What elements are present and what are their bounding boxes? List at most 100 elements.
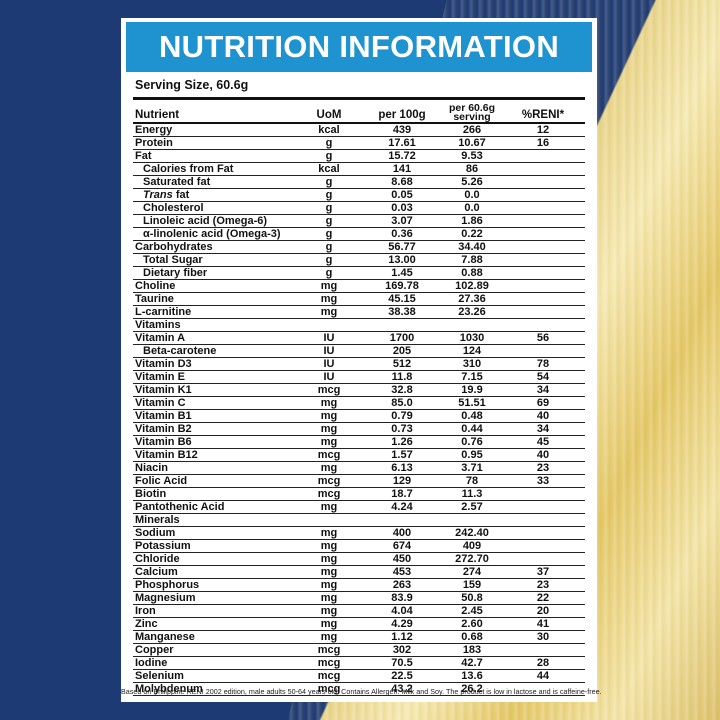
value-per-serving: 11.3 bbox=[461, 488, 483, 500]
value-per-100g: 0.05 bbox=[391, 189, 413, 201]
table-row: Total Sugar g 13.00 7.88 bbox=[133, 254, 585, 267]
value-reni: 34 bbox=[536, 384, 550, 396]
value-per-serving: 274 bbox=[462, 566, 482, 578]
value-per-100g: 17.61 bbox=[388, 137, 416, 149]
value-per-serving: 51.51 bbox=[458, 397, 486, 409]
table-row: Choline mg 169.78 102.89 bbox=[133, 280, 585, 293]
table-row: Fat g 15.72 9.53 bbox=[133, 150, 585, 163]
value-per-100g: 512 bbox=[392, 358, 412, 370]
nutrient-name: Chloride bbox=[135, 553, 180, 565]
nutrient-name: Vitamin B6 bbox=[135, 436, 192, 448]
value-reni: 33 bbox=[536, 475, 550, 487]
value-per-100g: 439 bbox=[392, 124, 412, 136]
value-per-serving: 242.40 bbox=[455, 527, 489, 539]
table-row: Energy kcal 439 266 12 bbox=[133, 124, 585, 137]
unit-of-measure: mcg bbox=[317, 644, 341, 656]
table-row: Vitamin B12 mcg 1.57 0.95 40 bbox=[133, 449, 585, 462]
table-row: Vitamin B1 mg 0.79 0.48 40 bbox=[133, 410, 585, 423]
table-row: Iron mg 4.04 2.45 20 bbox=[133, 605, 585, 618]
value-per-serving: 50.8 bbox=[461, 592, 483, 604]
nutrient-name: Choline bbox=[135, 280, 176, 292]
nutrient-name: Magnesium bbox=[135, 592, 196, 604]
table-row: Molybdenum mcg 43.2 26.2 bbox=[133, 683, 585, 696]
header-per100: per 100g bbox=[378, 109, 426, 121]
header-uom: UoM bbox=[316, 109, 342, 121]
value-per-serving: 0.48 bbox=[461, 410, 483, 422]
value-per-100g: 263 bbox=[392, 579, 412, 591]
unit-of-measure: mg bbox=[320, 618, 338, 630]
value-per-serving: 1030 bbox=[459, 332, 485, 344]
value-per-serving: 266 bbox=[462, 124, 482, 136]
value-per-100g: 453 bbox=[392, 566, 412, 578]
value-per-100g: 3.07 bbox=[391, 215, 413, 227]
header-per-serving: per 60.6g serving bbox=[439, 102, 505, 123]
unit-of-measure: g bbox=[325, 228, 333, 240]
value-per-100g: 18.7 bbox=[391, 488, 413, 500]
nutrient-name: Phosphorus bbox=[135, 579, 200, 591]
nutrient-name: Taurine bbox=[135, 293, 174, 305]
unit-of-measure: mg bbox=[320, 605, 338, 617]
value-per-serving: 34.40 bbox=[458, 241, 486, 253]
value-per-100g: 85.0 bbox=[391, 397, 413, 409]
unit-of-measure: g bbox=[325, 189, 333, 201]
nutrient-table: Energy kcal 439 266 12 Protein g 17.61 10.67 16 Fa… bbox=[133, 124, 585, 696]
divider-top bbox=[133, 97, 585, 100]
unit-of-measure: mg bbox=[320, 280, 338, 292]
nutrient-name: Vitamin K1 bbox=[135, 384, 192, 396]
table-row: Chloride mg 450 272.70 bbox=[133, 553, 585, 566]
value-reni: 78 bbox=[536, 358, 550, 370]
nutrient-name: Beta-carotene bbox=[143, 345, 217, 357]
table-row: Pantothenic Acid mg 4.24 2.57 bbox=[133, 501, 585, 514]
table-row: Potassium mg 674 409 bbox=[133, 540, 585, 553]
nutrient-name: Zinc bbox=[135, 618, 158, 630]
unit-of-measure: g bbox=[325, 137, 333, 149]
value-per-serving: 124 bbox=[462, 345, 482, 357]
nutrient-name: Vitamin C bbox=[135, 397, 186, 409]
table-row: Vitamin B2 mg 0.73 0.44 34 bbox=[133, 423, 585, 436]
table-row: Vitamins bbox=[133, 319, 585, 332]
unit-of-measure: mcg bbox=[317, 449, 341, 461]
value-per-serving: 42.7 bbox=[461, 657, 483, 669]
value-reni: 45 bbox=[536, 436, 550, 448]
serving-size: Serving Size, 60.6g bbox=[135, 78, 249, 92]
value-per-100g: 1.57 bbox=[391, 449, 413, 461]
value-per-100g: 205 bbox=[392, 345, 412, 357]
value-per-100g: 70.5 bbox=[391, 657, 413, 669]
nutrient-name: Pantothenic Acid bbox=[135, 501, 225, 513]
nutrient-name: Iodine bbox=[135, 657, 168, 669]
nutrient-name: Saturated fat bbox=[143, 176, 211, 188]
unit-of-measure: IU bbox=[323, 371, 335, 383]
value-per-serving: 26.2 bbox=[461, 683, 483, 695]
value-per-100g: 674 bbox=[392, 540, 412, 552]
table-row: Calories from Fat kcal 141 86 bbox=[133, 163, 585, 176]
nutrient-name: Vitamin A bbox=[135, 332, 186, 344]
value-per-100g: 83.9 bbox=[391, 592, 413, 604]
unit-of-measure: mcg bbox=[317, 475, 341, 487]
unit-of-measure: IU bbox=[323, 345, 335, 357]
nutrient-name: Niacin bbox=[135, 462, 169, 474]
table-row: Copper mcg 302 183 bbox=[133, 644, 585, 657]
value-per-100g: 1.45 bbox=[391, 267, 413, 279]
header-reni: %RENI* bbox=[521, 109, 565, 121]
table-row: Taurine mg 45.15 27.36 bbox=[133, 293, 585, 306]
header-per-serving-line1: per 60.6g bbox=[448, 102, 496, 114]
value-reni: 22 bbox=[536, 592, 550, 604]
table-row: Cholesterol g 0.03 0.0 bbox=[133, 202, 585, 215]
nutrient-name: Dietary fiber bbox=[143, 267, 208, 279]
unit-of-measure: mg bbox=[320, 410, 338, 422]
value-reni: 56 bbox=[536, 332, 550, 344]
value-per-serving: 0.22 bbox=[461, 228, 483, 240]
nutrient-name: Vitamin B12 bbox=[135, 449, 198, 461]
value-per-100g: 15.72 bbox=[388, 150, 416, 162]
value-per-serving: 5.26 bbox=[461, 176, 483, 188]
value-reni: 40 bbox=[536, 410, 550, 422]
value-per-100g: 129 bbox=[392, 475, 412, 487]
table-row: Iodine mcg 70.5 42.7 28 bbox=[133, 657, 585, 670]
table-row: Vitamin K1 mcg 32.8 19.9 34 bbox=[133, 384, 585, 397]
table-row: Biotin mcg 18.7 11.3 bbox=[133, 488, 585, 501]
table-row: Folic Acid mcg 129 78 33 bbox=[133, 475, 585, 488]
nutrient-name: Vitamins bbox=[135, 319, 181, 331]
value-per-100g: 43.2 bbox=[391, 683, 413, 695]
value-per-100g: 141 bbox=[392, 163, 412, 175]
value-reni: 54 bbox=[536, 371, 550, 383]
